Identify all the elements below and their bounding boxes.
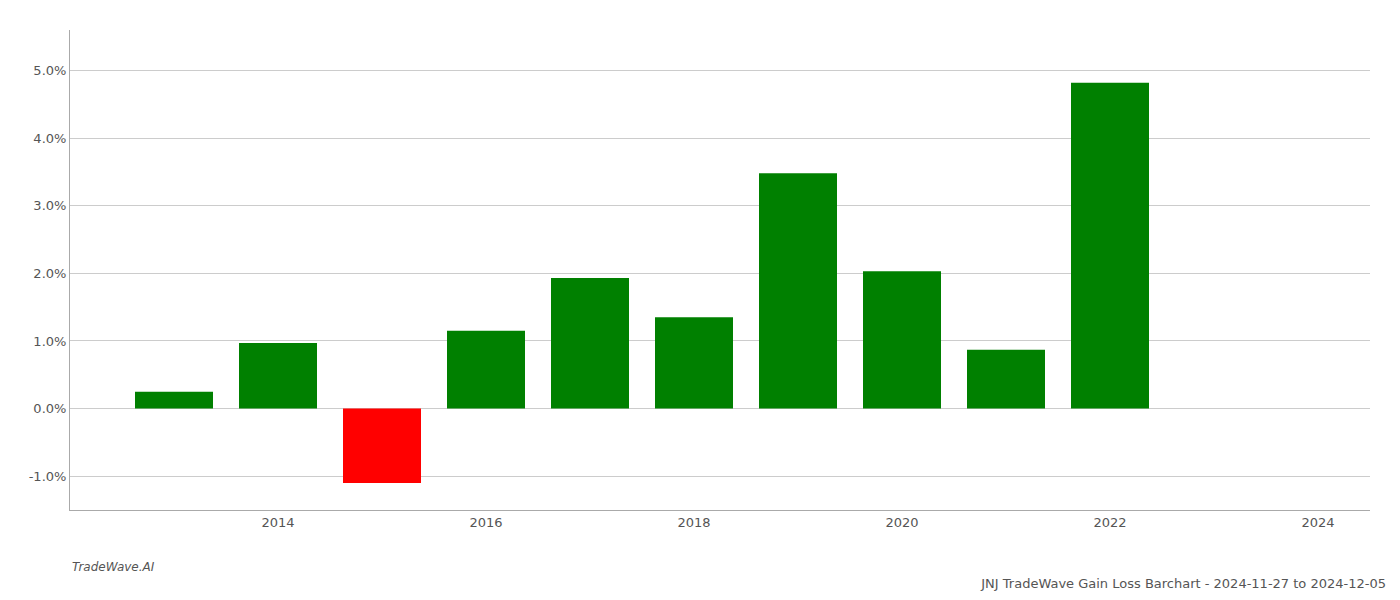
svg-text:2018: 2018 bbox=[677, 515, 710, 530]
svg-text:4.0%: 4.0% bbox=[33, 131, 66, 146]
svg-text:2016: 2016 bbox=[469, 515, 502, 530]
svg-text:-1.0%: -1.0% bbox=[29, 469, 67, 484]
svg-text:2022: 2022 bbox=[1093, 515, 1126, 530]
svg-text:5.0%: 5.0% bbox=[33, 63, 66, 78]
svg-text:2024: 2024 bbox=[1301, 515, 1334, 530]
svg-text:2014: 2014 bbox=[261, 515, 294, 530]
svg-text:0.0%: 0.0% bbox=[33, 401, 66, 416]
svg-text:JNJ TradeWave Gain Loss Barcha: JNJ TradeWave Gain Loss Barchart - 2024-… bbox=[980, 576, 1386, 591]
svg-text:2020: 2020 bbox=[885, 515, 918, 530]
svg-text:2.0%: 2.0% bbox=[33, 266, 66, 281]
svg-text:1.0%: 1.0% bbox=[33, 334, 66, 349]
svg-text:3.0%: 3.0% bbox=[33, 198, 66, 213]
svg-text:TradeWave.AI: TradeWave.AI bbox=[72, 560, 155, 574]
